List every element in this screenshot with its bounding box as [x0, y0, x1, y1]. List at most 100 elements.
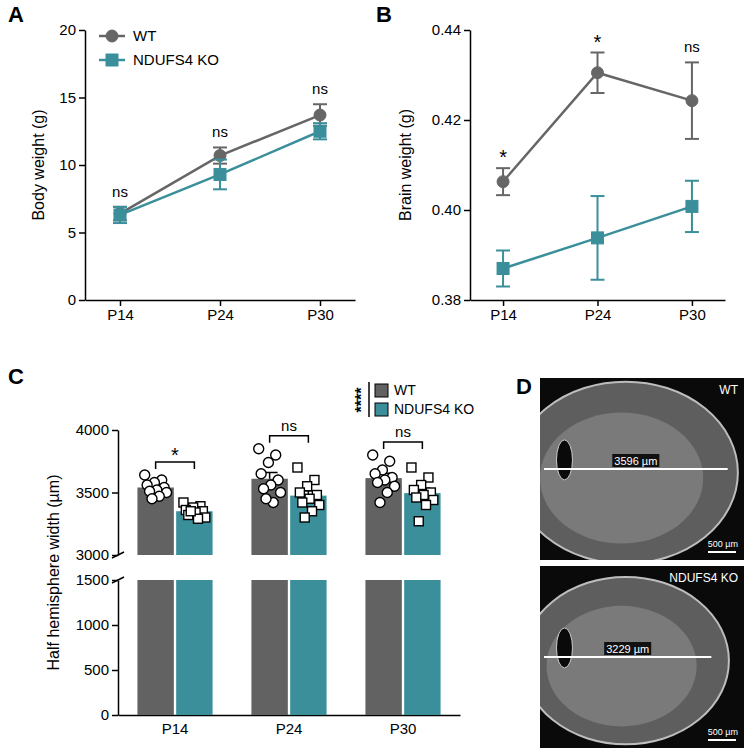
legend-marker — [106, 30, 118, 42]
tick-label: 3000 — [76, 546, 109, 563]
axis-break — [112, 552, 124, 558]
tick: 0 — [101, 706, 118, 723]
tick-label: P24 — [585, 306, 612, 323]
annotation: * — [594, 31, 602, 53]
marker — [214, 168, 226, 180]
tick: 10 — [59, 156, 85, 173]
tick-label: 0 — [101, 706, 109, 723]
tick-mark — [79, 97, 85, 99]
tick-mark — [79, 30, 85, 32]
error-cap — [496, 286, 510, 288]
tick: 500 — [84, 661, 118, 678]
tick-mark — [112, 670, 118, 672]
legend-swatch — [375, 403, 388, 416]
tick-mark — [464, 210, 470, 212]
legend: WTNDUFS4 KO — [99, 27, 219, 68]
data-point — [298, 498, 307, 507]
error-cap — [496, 194, 510, 196]
data-point — [254, 444, 264, 454]
y-axis: 300035004000 — [76, 421, 119, 563]
marker — [214, 150, 226, 162]
tissue — [540, 382, 738, 560]
marker — [686, 200, 698, 212]
tick: 4000 — [76, 421, 118, 438]
tick-mark — [79, 165, 85, 167]
legend-label: WT — [394, 382, 416, 398]
image-label: WT — [719, 383, 738, 397]
scale-bar — [708, 551, 736, 553]
tick: 15 — [59, 89, 85, 106]
error-cap — [496, 250, 510, 252]
series-line — [120, 115, 320, 214]
x-axis: P14 P24 P30 — [86, 300, 356, 323]
data-point — [385, 456, 395, 466]
tissue-inner — [540, 413, 703, 544]
annotation: ns — [112, 183, 128, 200]
plot-area — [496, 53, 699, 287]
legend-label: NDUFS4 KO — [394, 401, 474, 417]
marker — [686, 95, 698, 107]
tick: P14 — [490, 300, 517, 323]
error-cap — [113, 222, 127, 224]
tick: P14 — [107, 300, 134, 323]
tick-label: 1000 — [76, 616, 109, 633]
data-point — [295, 488, 304, 497]
bar — [137, 488, 173, 716]
error-cap — [313, 138, 327, 140]
figure-svg: 05101520P14P24P30nsnsnsWTNDUFS4 KOBody w… — [0, 0, 749, 753]
ventricle — [556, 628, 572, 668]
tissue — [540, 577, 729, 744]
error-cap — [313, 103, 327, 105]
tick: P14 — [162, 715, 189, 737]
marker — [114, 209, 126, 221]
tick-label: 500 — [84, 661, 109, 678]
error-cap — [685, 138, 699, 140]
annotation: * — [499, 146, 507, 168]
x-axis: P14 P24 P30 — [471, 300, 726, 323]
error-cap — [213, 159, 227, 161]
panel-letter: B — [376, 2, 392, 27]
marker — [497, 176, 509, 188]
plot-area — [113, 104, 327, 223]
y-axis: 050010001500 — [76, 571, 119, 723]
panel-letter: A — [8, 2, 24, 27]
data-point — [256, 469, 266, 479]
tick-mark — [79, 300, 85, 302]
annotation: * — [171, 444, 179, 466]
error-cap — [113, 206, 127, 208]
tick-label: 0.42 — [432, 111, 461, 128]
y-axis-title: Half hemisphere width (µm) — [45, 475, 62, 671]
data-point — [259, 484, 269, 494]
y-axis-title: Body weight (g) — [30, 109, 47, 220]
measurement-label: 3229 µm — [606, 643, 649, 655]
marker — [314, 109, 326, 121]
error-cap — [685, 231, 699, 233]
marker — [314, 125, 326, 137]
y-axis: 05101520 — [59, 21, 85, 308]
tick-label: P24 — [207, 306, 234, 323]
data-point — [186, 507, 195, 516]
tick-label: 0 — [68, 291, 76, 308]
axis-break — [112, 577, 124, 583]
micrograph — [540, 566, 744, 748]
micrograph — [540, 378, 744, 560]
axis-line — [470, 31, 472, 301]
marker — [497, 263, 509, 275]
ventricle — [556, 440, 572, 480]
tick: 0.42 — [432, 111, 470, 128]
tick-mark — [112, 625, 118, 627]
tick-mark — [112, 430, 118, 432]
legend: WTNDUFS4 KO**** — [353, 382, 474, 417]
annotation: ns — [212, 123, 228, 140]
error-cap — [685, 180, 699, 182]
tissue-inner — [547, 606, 697, 727]
bar — [290, 496, 326, 715]
data-point — [300, 513, 309, 522]
error-bar — [269, 473, 271, 479]
tick: 20 — [59, 21, 85, 38]
tick: P24 — [585, 300, 612, 323]
tick-label: P30 — [679, 306, 706, 323]
y-axis-title: Brain weight (g) — [397, 109, 414, 221]
data-point — [147, 494, 157, 504]
tick-label: P30 — [307, 306, 334, 323]
